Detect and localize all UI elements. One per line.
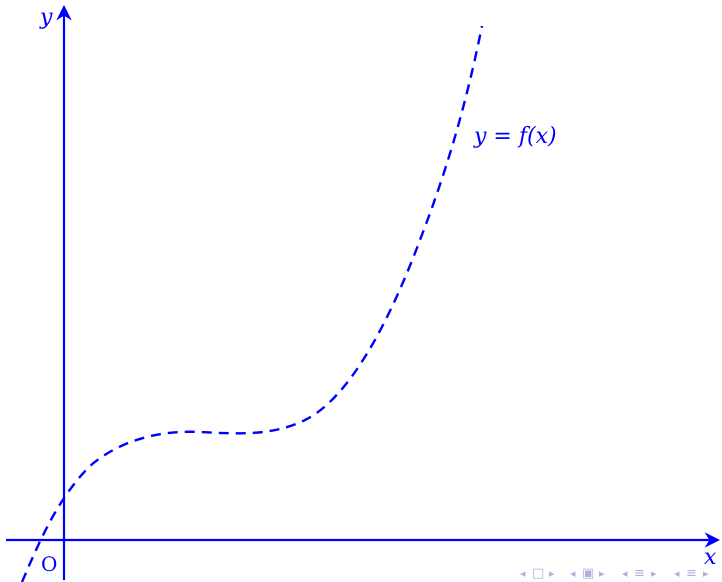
navigation-bar: ◂ □ ▸ ◂ ▣ ▸ ◂ ≡ ▸ ◂ ≡ ▸ (520, 566, 709, 581)
nav-prev-document-arrow[interactable]: ◂ (674, 567, 680, 580)
nav-next-subsection-arrow[interactable]: ▸ (599, 567, 605, 580)
nav-frame-icon[interactable]: □ (532, 566, 544, 581)
nav-subsection-icon[interactable]: ▣ (582, 566, 594, 581)
x-axis-label: x (704, 545, 717, 570)
nav-next-section-arrow[interactable]: ▸ (651, 567, 657, 580)
function-curve (20, 25, 484, 582)
curve-label: y = f(x) (473, 124, 557, 149)
nav-prev-subsection-arrow[interactable]: ◂ (570, 567, 576, 580)
nav-document-icon[interactable]: ≡ (686, 566, 697, 581)
nav-section-icon[interactable]: ≡ (634, 566, 645, 581)
nav-prev-frame-arrow[interactable]: ◂ (520, 567, 526, 580)
nav-prev-section-arrow[interactable]: ◂ (622, 567, 628, 580)
nav-next-frame-arrow[interactable]: ▸ (549, 567, 555, 580)
y-axis-label: y (39, 5, 53, 30)
origin-label: O (41, 552, 57, 576)
nav-next-document-arrow[interactable]: ▸ (703, 567, 709, 580)
